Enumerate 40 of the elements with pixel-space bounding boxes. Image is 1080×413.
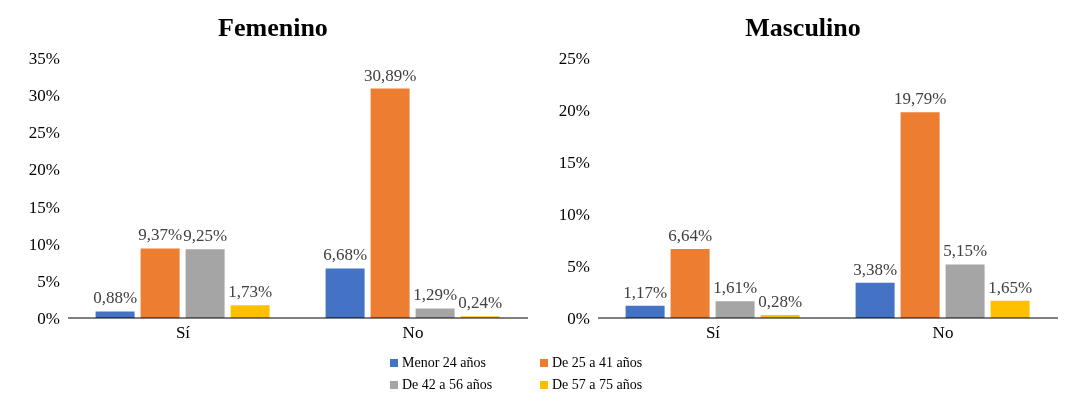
x-tick-label: No bbox=[402, 323, 424, 343]
y-tick-label: 15% bbox=[558, 153, 590, 173]
y-tick-label: 25% bbox=[558, 49, 590, 69]
data-label: 5,15% bbox=[943, 241, 988, 261]
x-tick-label: No bbox=[932, 323, 954, 343]
data-label: 1,61% bbox=[713, 278, 758, 298]
data-label: 6,64% bbox=[668, 225, 713, 245]
y-tick-label: 35% bbox=[28, 49, 60, 69]
data-label: 3,38% bbox=[853, 259, 898, 279]
data-label: 0,88% bbox=[93, 288, 138, 308]
y-tick-label: 15% bbox=[28, 197, 60, 217]
data-label: 1,29% bbox=[413, 285, 458, 305]
data-label: 19,79% bbox=[893, 89, 947, 109]
y-tick-label: 20% bbox=[28, 160, 60, 180]
data-label: 30,89% bbox=[363, 65, 417, 85]
y-tick-label: 30% bbox=[28, 86, 60, 106]
y-tick-label: 5% bbox=[37, 271, 60, 291]
chart-title: Masculino bbox=[744, 12, 862, 44]
data-label: 1,65% bbox=[988, 277, 1033, 297]
y-tick-label: 0% bbox=[37, 309, 60, 329]
y-tick-label: 0% bbox=[567, 309, 590, 329]
legend-label: Menor 24 años bbox=[402, 355, 486, 371]
data-label: 1,73% bbox=[228, 282, 273, 302]
legend-label: De 25 a 41 años bbox=[552, 355, 643, 371]
data-label: 9,37% bbox=[138, 225, 183, 245]
x-tick-label: Sí bbox=[705, 323, 721, 343]
data-label: 6,68% bbox=[323, 245, 368, 265]
data-label: 0,28% bbox=[758, 292, 803, 312]
y-tick-label: 5% bbox=[567, 257, 590, 277]
legend-label: De 57 a 75 años bbox=[552, 377, 643, 393]
legend-label: De 42 a 56 años bbox=[402, 377, 493, 393]
y-tick-label: 20% bbox=[558, 101, 590, 121]
y-tick-label: 10% bbox=[28, 234, 60, 254]
x-tick-label: Sí bbox=[175, 323, 191, 343]
data-label: 0,24% bbox=[458, 293, 503, 313]
data-label: 9,25% bbox=[183, 226, 228, 246]
data-label: 1,17% bbox=[623, 282, 668, 302]
chart-title: Femenino bbox=[217, 12, 329, 44]
y-tick-label: 10% bbox=[558, 205, 590, 225]
y-tick-label: 25% bbox=[28, 123, 60, 143]
